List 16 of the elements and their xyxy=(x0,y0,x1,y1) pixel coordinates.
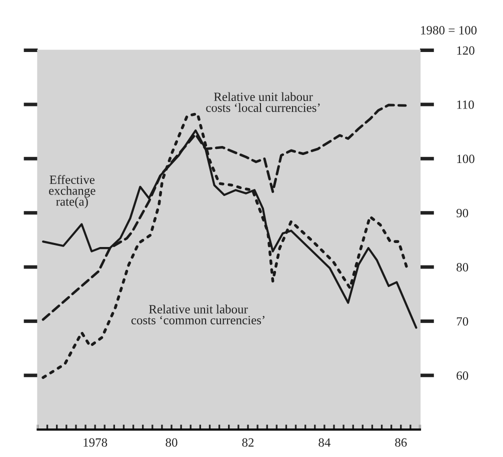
x-tick-label: 82 xyxy=(242,438,254,447)
x-tick-label: 80 xyxy=(166,438,178,447)
y-tick-label: 60 xyxy=(456,371,468,380)
y-tick-label: 100 xyxy=(457,154,474,164)
y-tick-label: 70 xyxy=(456,317,468,326)
y-axis-title: 1980 = 100 xyxy=(421,26,477,34)
y-tick-label: 110 xyxy=(457,100,474,109)
x-tick-label: 86 xyxy=(395,438,407,447)
annotation: Relative unit labour costs ‘local currencies’ xyxy=(206,92,320,112)
annotation: Relative unit labour costs ‘common currencies’ xyxy=(131,304,264,324)
x-tick-label: 84 xyxy=(318,438,330,447)
annotation: Effective exchange rate(a) xyxy=(49,175,96,208)
y-tick-label: 120 xyxy=(457,46,474,55)
y-tick-label: 90 xyxy=(456,208,468,218)
x-tick-label: 1978 xyxy=(84,438,108,447)
y-tick-label: 80 xyxy=(456,263,468,272)
